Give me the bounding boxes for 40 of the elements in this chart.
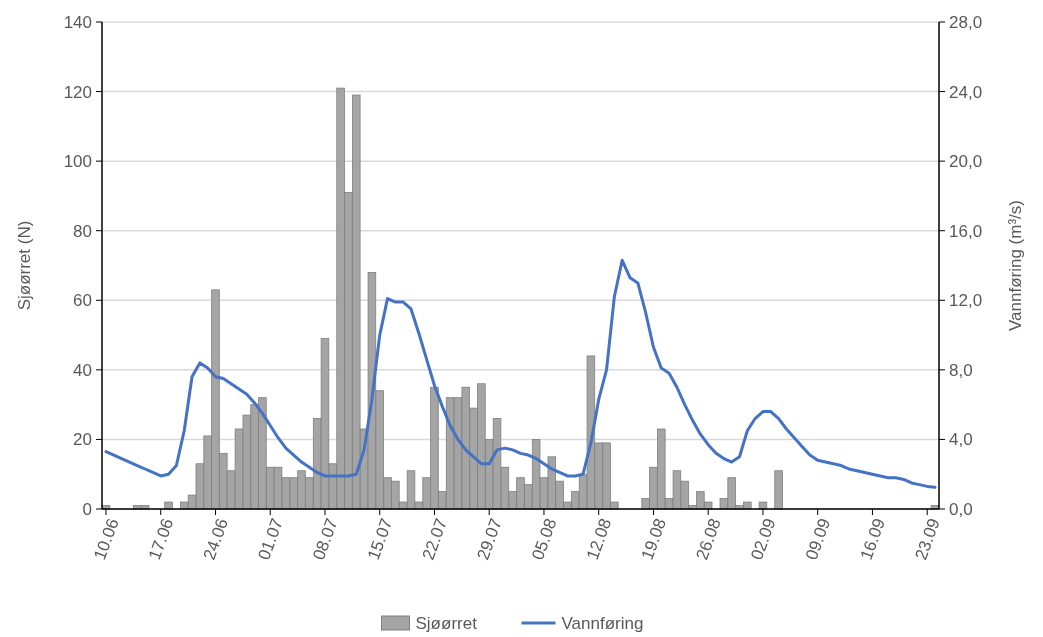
- y-tick-label: 80: [73, 221, 92, 241]
- x-tick-label: 17.06: [144, 515, 178, 563]
- y-tick-label: 20: [73, 430, 92, 450]
- y-tick-label: 40: [73, 360, 92, 380]
- x-tick-label: 10.06: [90, 515, 123, 563]
- y2-tick-label: 4,0: [949, 430, 973, 450]
- y2-tick-label: 28,0: [949, 12, 983, 32]
- y2-tick-label: 8,0: [949, 360, 973, 380]
- x-tick-label: 12.08: [582, 515, 616, 563]
- y2-tick-label: 0,0: [949, 499, 973, 519]
- legend-label: Vannføring: [561, 613, 644, 633]
- bar: [164, 501, 173, 510]
- y2-tick-label: 20,0: [949, 152, 983, 172]
- x-tick-label: 23.09: [911, 515, 944, 563]
- x-tick-label: 22.07: [418, 515, 452, 563]
- x-tick-label: 29.07: [473, 515, 506, 563]
- x-tick-label: 16.09: [856, 515, 890, 563]
- x-tick-label: 24.06: [199, 515, 233, 563]
- x-tick-label: 01.07: [254, 515, 287, 563]
- x-tick-label: 09.09: [801, 515, 835, 563]
- y-tick-label: 0: [82, 499, 92, 519]
- legend-label: Sjøørret: [415, 613, 478, 633]
- y2-tick-label: 16,0: [949, 221, 983, 241]
- y2-axis-title: Vannføring (m³/s): [1006, 200, 1025, 331]
- y-axis-title: Sjøørret (N): [15, 220, 34, 311]
- y-tick-label: 140: [63, 12, 92, 32]
- y2-tick-label: 24,0: [949, 82, 983, 102]
- x-tick-label: 05.08: [528, 515, 561, 563]
- x-tick-label: 02.09: [747, 515, 780, 563]
- x-tick-label: 15.07: [363, 515, 397, 563]
- y-tick-label: 60: [73, 291, 92, 311]
- y2-tick-label: 12,0: [949, 291, 983, 311]
- x-tick-label: 26.08: [692, 515, 725, 563]
- x-tick-label: 08.07: [309, 515, 342, 563]
- y-tick-label: 120: [63, 82, 92, 102]
- line-series: [104, 258, 937, 489]
- x-tick-label: 19.08: [637, 515, 671, 563]
- bar: [774, 470, 783, 510]
- y-tick-label: 100: [63, 152, 92, 172]
- bar: [758, 501, 768, 510]
